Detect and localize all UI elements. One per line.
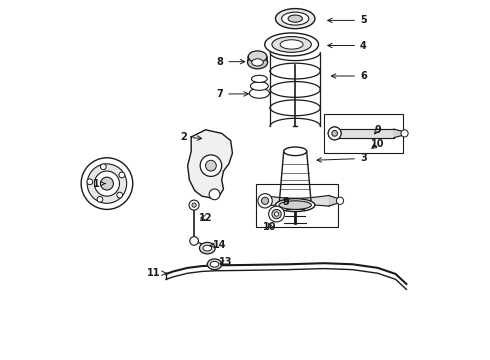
Ellipse shape bbox=[248, 51, 267, 62]
Text: 7: 7 bbox=[217, 89, 248, 99]
Circle shape bbox=[205, 160, 216, 171]
Text: 10: 10 bbox=[263, 222, 277, 231]
Circle shape bbox=[190, 237, 198, 245]
Circle shape bbox=[117, 192, 122, 198]
Polygon shape bbox=[262, 195, 329, 206]
Ellipse shape bbox=[272, 37, 311, 52]
Ellipse shape bbox=[251, 75, 267, 82]
Ellipse shape bbox=[203, 245, 212, 251]
Polygon shape bbox=[394, 129, 405, 138]
Text: 6: 6 bbox=[331, 71, 367, 81]
Text: 9: 9 bbox=[374, 125, 381, 135]
Bar bbox=[256, 184, 338, 226]
Ellipse shape bbox=[247, 56, 268, 69]
Circle shape bbox=[328, 127, 341, 140]
Circle shape bbox=[328, 127, 341, 140]
Text: 4: 4 bbox=[328, 41, 367, 50]
Text: 8: 8 bbox=[217, 57, 245, 67]
Ellipse shape bbox=[282, 12, 309, 25]
Ellipse shape bbox=[275, 9, 315, 29]
Ellipse shape bbox=[210, 261, 219, 267]
Circle shape bbox=[337, 197, 343, 204]
Circle shape bbox=[189, 200, 199, 210]
Circle shape bbox=[100, 164, 106, 170]
Circle shape bbox=[87, 164, 126, 203]
Circle shape bbox=[119, 172, 125, 178]
Circle shape bbox=[100, 177, 113, 190]
Polygon shape bbox=[188, 130, 232, 198]
Ellipse shape bbox=[279, 201, 311, 210]
Text: 14: 14 bbox=[210, 239, 227, 249]
Circle shape bbox=[274, 212, 279, 216]
Circle shape bbox=[332, 131, 338, 136]
Text: 12: 12 bbox=[199, 213, 212, 222]
Text: 10: 10 bbox=[371, 139, 385, 149]
Circle shape bbox=[258, 194, 272, 208]
Ellipse shape bbox=[249, 88, 270, 98]
Circle shape bbox=[192, 203, 196, 207]
Ellipse shape bbox=[207, 259, 221, 270]
Bar bbox=[324, 114, 403, 153]
Circle shape bbox=[262, 197, 269, 204]
Ellipse shape bbox=[250, 82, 269, 90]
Text: 2: 2 bbox=[181, 132, 202, 142]
Text: 3: 3 bbox=[317, 153, 367, 163]
Ellipse shape bbox=[288, 15, 302, 22]
Ellipse shape bbox=[284, 147, 307, 156]
Circle shape bbox=[269, 206, 285, 222]
Text: 13: 13 bbox=[219, 257, 232, 267]
Circle shape bbox=[97, 197, 103, 202]
Circle shape bbox=[272, 210, 281, 219]
Ellipse shape bbox=[265, 33, 318, 56]
Text: 5: 5 bbox=[328, 15, 367, 26]
Circle shape bbox=[401, 130, 408, 137]
Text: 1: 1 bbox=[93, 179, 105, 189]
Ellipse shape bbox=[275, 199, 315, 212]
Polygon shape bbox=[329, 196, 340, 206]
Ellipse shape bbox=[252, 59, 263, 66]
Text: 11: 11 bbox=[147, 268, 166, 278]
Polygon shape bbox=[331, 129, 394, 138]
Ellipse shape bbox=[280, 40, 303, 49]
Circle shape bbox=[95, 171, 120, 196]
Text: 9: 9 bbox=[283, 197, 290, 207]
Circle shape bbox=[209, 189, 220, 200]
Circle shape bbox=[81, 158, 133, 210]
Ellipse shape bbox=[199, 242, 215, 254]
Circle shape bbox=[87, 179, 93, 185]
Circle shape bbox=[200, 155, 221, 176]
